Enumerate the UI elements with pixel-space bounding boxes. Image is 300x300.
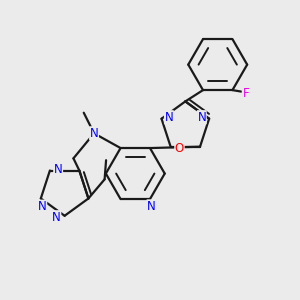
Text: N: N <box>197 111 206 124</box>
Text: N: N <box>38 200 47 213</box>
Text: O: O <box>175 142 184 155</box>
Text: N: N <box>54 163 62 176</box>
Text: N: N <box>52 211 61 224</box>
Text: F: F <box>242 87 249 100</box>
Text: N: N <box>147 200 156 213</box>
Text: N: N <box>90 127 98 140</box>
Text: N: N <box>164 111 173 124</box>
